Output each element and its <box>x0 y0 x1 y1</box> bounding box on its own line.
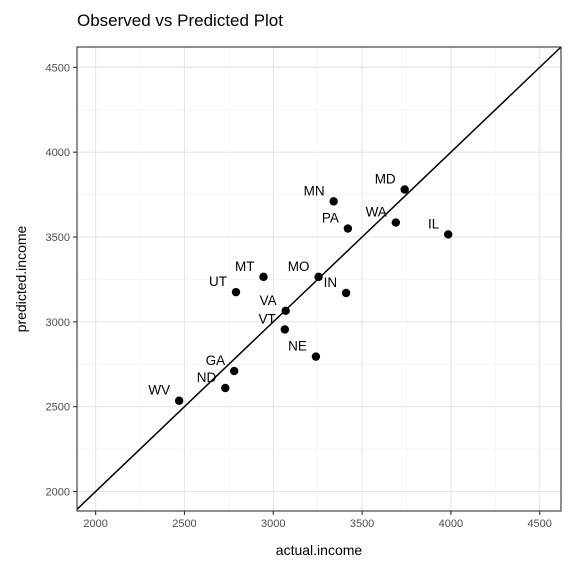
data-point-mo <box>314 272 323 282</box>
point-label-mo: MO <box>288 259 310 274</box>
point-label-in: IN <box>324 275 338 290</box>
data-point-va <box>281 306 290 316</box>
x-tick-label: 2000 <box>83 518 107 530</box>
point-label-mt: MT <box>235 259 255 274</box>
x-tick-label: 3000 <box>261 518 285 530</box>
point-label-ga: GA <box>206 353 226 368</box>
data-point-vt <box>280 325 290 334</box>
point-label-pa: PA <box>322 211 339 226</box>
x-tick-label: 2500 <box>172 518 196 530</box>
point-label-ne: NE <box>288 339 307 354</box>
y-tick-label: 2000 <box>46 486 70 498</box>
point-label-mn: MN <box>304 183 325 198</box>
y-axis-label: predicted.income <box>13 225 29 332</box>
data-point-md <box>400 185 409 194</box>
y-tick-label: 3000 <box>46 317 70 329</box>
point-label-il: IL <box>428 216 440 231</box>
x-tick-label: 4000 <box>439 518 463 530</box>
x-tick-label: 4500 <box>527 518 551 530</box>
y-tick-label: 4500 <box>46 62 70 74</box>
y-axis-ticks: 2000 2500 3000 3500 4000 4500 <box>46 62 77 498</box>
y-tick-label: 4000 <box>46 147 70 159</box>
point-labels: MD MN PA WA IL MT MO UT IN VA VT NE GA ND WV <box>148 172 439 398</box>
data-point-wv <box>174 396 184 405</box>
data-point-ut <box>231 287 241 297</box>
point-label-ut: UT <box>209 274 227 289</box>
y-tick-label: 2500 <box>46 402 70 414</box>
data-point-wa <box>391 218 401 227</box>
x-tick-label: 3500 <box>350 518 374 530</box>
data-point-ne <box>311 352 321 361</box>
data-point-il <box>444 230 453 239</box>
x-axis-ticks: 2000 2500 3000 3500 4000 4500 <box>83 511 552 530</box>
point-label-vt: VT <box>259 311 276 326</box>
data-point-nd <box>221 383 230 393</box>
data-point-in <box>341 288 351 298</box>
point-label-wv: WV <box>148 383 170 398</box>
data-point-pa <box>343 224 353 233</box>
data-point-ga <box>229 366 239 376</box>
y-tick-label: 3500 <box>46 232 70 244</box>
data-point-mn <box>329 197 338 206</box>
data-points <box>174 185 453 405</box>
point-label-va: VA <box>260 293 277 308</box>
major-gridlines <box>77 47 561 511</box>
x-axis-label: actual.income <box>276 542 363 558</box>
plot-border <box>76 46 562 512</box>
point-label-md: MD <box>375 172 396 187</box>
chart-title: Observed vs Predicted Plot <box>77 11 283 30</box>
data-point-mt <box>259 272 268 282</box>
point-label-wa: WA <box>366 205 387 220</box>
point-label-nd: ND <box>197 370 217 385</box>
